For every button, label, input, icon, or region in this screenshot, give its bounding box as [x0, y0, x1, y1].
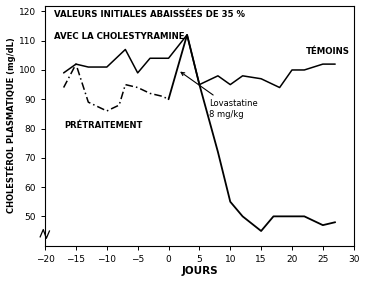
- Text: PRÉTRAITEMENT: PRÉTRAITEMENT: [65, 121, 143, 130]
- Text: VALEURS INITIALES ABAISSÉES DE 35 %: VALEURS INITIALES ABAISSÉES DE 35 %: [54, 10, 245, 19]
- Text: Lovastatine
8 mg/kg: Lovastatine 8 mg/kg: [181, 72, 257, 119]
- Text: AVEC LA CHOLESTYRAMINE: AVEC LA CHOLESTYRAMINE: [54, 32, 185, 41]
- Y-axis label: CHOLESTÉROL PLASMATIQUE (mg/dL): CHOLESTÉROL PLASMATIQUE (mg/dL): [5, 38, 16, 213]
- X-axis label: JOURS: JOURS: [181, 266, 218, 276]
- Text: TÉMOINS: TÉMOINS: [306, 47, 350, 56]
